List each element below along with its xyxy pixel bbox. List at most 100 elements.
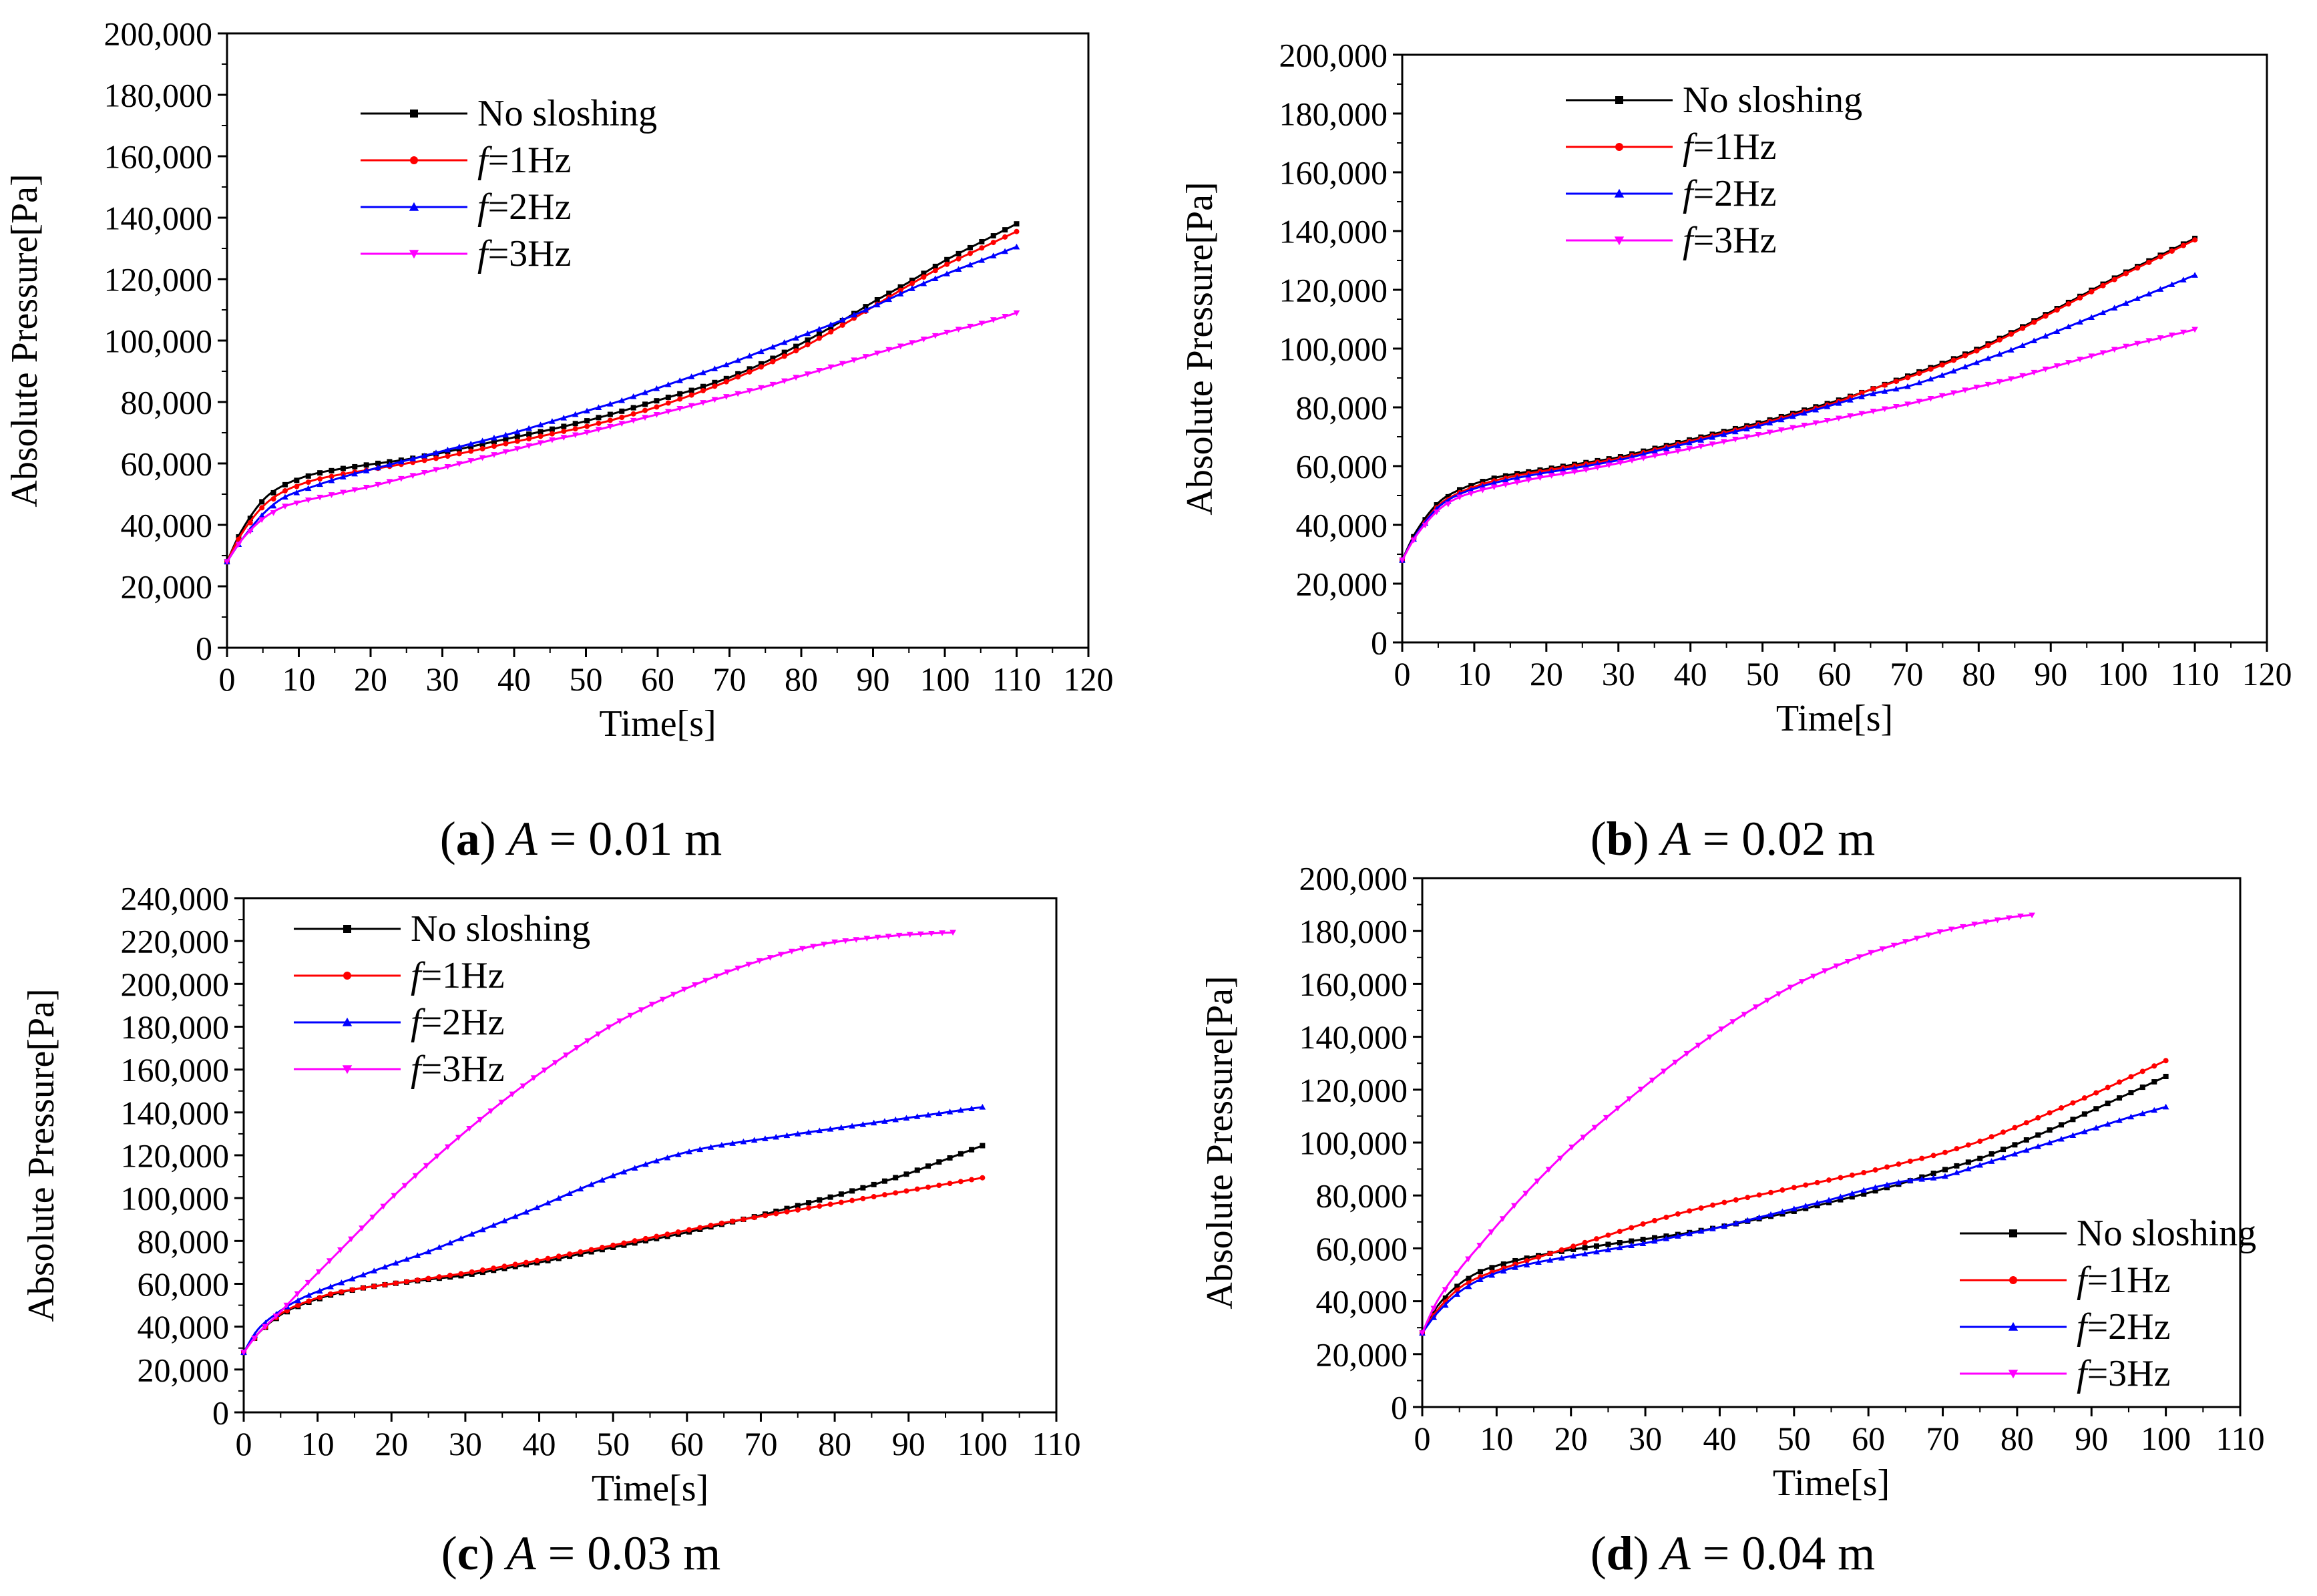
data-point [375,460,381,466]
x-tick-label: 120 [1064,660,1114,698]
data-point [607,417,613,423]
data-point [1902,939,1909,945]
y-tick-label: 40,000 [138,1308,230,1346]
data-point [412,1173,419,1179]
data-point [556,1195,562,1201]
data-point [1453,1270,1460,1277]
data-point [2104,1121,2111,1127]
data-point [1697,443,1705,450]
data-point [1466,1275,1472,1281]
data-point [1950,367,1957,374]
series-1 [1400,237,2198,563]
data-point [375,481,381,488]
data-point [317,1287,323,1294]
data-point [1536,1254,1542,1260]
data-point [282,481,288,487]
data-point [967,244,973,250]
y-tick-label: 60,000 [138,1265,230,1303]
data-point [351,470,359,477]
x-tick-label: 40 [1703,1420,1736,1457]
data-point [2191,327,2198,333]
data-point [903,1115,910,1121]
data-point [1890,942,1898,949]
data-point [1477,1276,1484,1283]
data-point [317,481,323,487]
data-point [371,1283,377,1289]
data-point [1457,487,1463,493]
data-point [381,1263,389,1270]
series-line [242,1106,983,1353]
x-tick-label: 90 [2075,1420,2108,1457]
data-point [1640,455,1647,461]
data-point [1410,538,1418,544]
data-point [788,948,795,955]
data-point [1965,1142,1971,1148]
data-point [955,266,962,272]
legend-swatch-marker [343,972,351,980]
data-point [1442,1302,1449,1308]
data-point [978,321,986,327]
x-tick-label: 100 [920,660,970,698]
legend-label: No sloshing [411,908,590,950]
caption-variable: A [1661,1527,1691,1580]
data-point [270,489,276,495]
data-point [1938,372,1946,378]
data-point [327,1283,334,1289]
x-axis-title: Time[s] [599,703,716,745]
data-point [1560,466,1566,473]
x-tick-label: 90 [2034,655,2067,692]
data-point [1950,357,1956,363]
series-line [1421,1106,2167,1334]
data-point [2157,335,2164,341]
data-point [2035,1132,2041,1138]
data-point [859,1121,867,1127]
data-point [1489,1265,1495,1271]
data-point [817,1203,823,1209]
data-point [329,467,335,473]
x-tick-label: 80 [818,1425,851,1462]
data-point [1535,1259,1542,1265]
x-tick-label: 20 [375,1425,408,1462]
data-point [1835,400,1842,406]
legend-label: f=3Hz [477,233,571,274]
data-point [1919,1155,1925,1161]
data-point [317,1295,323,1301]
series-3 [1419,912,2035,1336]
x-tick-label: 30 [449,1425,482,1462]
data-point [1812,406,1820,413]
data-point [1615,1105,1621,1112]
data-point [631,1165,638,1171]
data-point [1988,1158,1995,1164]
data-point [1996,351,2003,357]
data-point [1802,1202,1810,1209]
data-point [584,418,590,424]
data-point [1687,1208,1693,1214]
data-point [2035,1115,2041,1121]
data-point [665,394,671,400]
y-tick-label: 40,000 [1316,1283,1408,1320]
data-point [1789,413,1796,419]
data-point [545,1255,551,1261]
data-point [1442,1287,1449,1293]
data-point [781,353,787,359]
data-point [468,448,474,454]
data-point [1617,460,1624,466]
y-tick-label: 120,000 [104,261,213,298]
data-point [596,420,602,426]
data-point [1661,1068,1667,1074]
y-tick-label: 180,000 [121,1008,230,1046]
data-point [1764,998,1771,1004]
legend-label: f=2Hz [477,186,571,228]
data-point [932,268,938,274]
data-point [1835,415,1842,422]
legend-swatch-marker [342,1065,353,1074]
data-point [610,1172,616,1179]
data-point [436,1243,443,1250]
data-point [1954,1146,1960,1152]
series-3 [224,310,1020,565]
legend-swatch-marker [342,1017,353,1026]
x-tick-label: 30 [1629,1420,1662,1457]
data-point [2135,265,2141,271]
data-point [1971,922,1978,928]
data-point [618,397,626,403]
